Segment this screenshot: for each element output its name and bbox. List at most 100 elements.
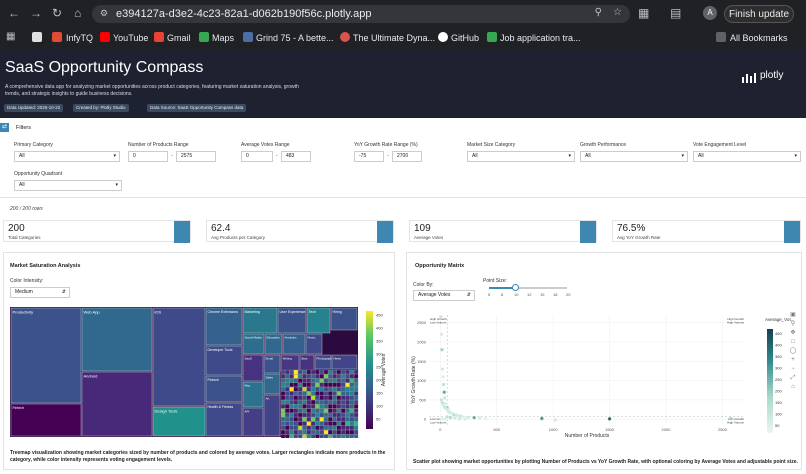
address-bar[interactable]: ⚙ e394127a-d3e2-4c23-82a1-d062b190f56c.p…: [92, 5, 630, 23]
bookmark-grind75[interactable]: Grind 75 - A bette...: [256, 33, 334, 43]
treemap-small-tile[interactable]: [280, 404, 286, 409]
treemap-small-tile[interactable]: [332, 408, 337, 413]
treemap-small-tile[interactable]: [306, 399, 311, 405]
products-max-input[interactable]: 2575: [176, 151, 216, 162]
treemap-small-tile[interactable]: [354, 382, 359, 388]
treemap-small-tile[interactable]: [332, 399, 337, 405]
treemap-small-tile[interactable]: [332, 412, 337, 418]
treemap-small-tile[interactable]: [341, 417, 346, 422]
opportunity-scatter[interactable]: 0 500 1000 1500 2000 2500 0 500 1000 1500 2000 2500…: [407, 305, 803, 440]
treemap-small-tile[interactable]: [298, 391, 303, 396]
treemap-small-tile[interactable]: [341, 395, 346, 400]
treemap-small-tile[interactable]: [332, 369, 337, 375]
treemap-small-tile[interactable]: [354, 425, 359, 431]
treemap-small-tile[interactable]: [332, 391, 337, 396]
scatter-point[interactable]: [539, 416, 544, 421]
treemap-tile[interactable]: [205, 307, 243, 346]
treemap-small-tile[interactable]: [354, 374, 359, 379]
treemap-small-tile[interactable]: [289, 430, 294, 435]
treemap-tile[interactable]: [242, 381, 264, 408]
treemap-small-tile[interactable]: [323, 382, 329, 388]
treemap-small-tile[interactable]: [336, 412, 341, 418]
treemap-small-tile[interactable]: [315, 382, 320, 388]
treemap-small-tile[interactable]: [302, 382, 307, 388]
treemap-small-tile[interactable]: [280, 430, 286, 435]
treemap-small-tile[interactable]: [349, 395, 354, 400]
treemap-small-tile[interactable]: [341, 412, 346, 418]
treemap-small-tile[interactable]: [293, 408, 298, 413]
sidebar-icon[interactable]: ▤: [670, 6, 682, 20]
treemap-tile[interactable]: [263, 394, 281, 437]
treemap-small-tile[interactable]: [280, 382, 286, 388]
treemap-small-tile[interactable]: [280, 374, 286, 379]
treemap-small-tile[interactable]: [323, 417, 329, 422]
zoom-icon[interactable]: ⚲: [790, 321, 796, 327]
treemap-small-tile[interactable]: [306, 369, 311, 375]
home-icon[interactable]: ⌂: [74, 6, 82, 20]
treemap-small-tile[interactable]: [285, 434, 290, 439]
treemap-small-tile[interactable]: [306, 378, 311, 383]
treemap-small-tile[interactable]: [302, 369, 307, 375]
treemap-small-tile[interactable]: [349, 430, 354, 435]
treemap-small-tile[interactable]: [332, 421, 337, 426]
treemap-small-tile[interactable]: [354, 434, 359, 439]
treemap-small-tile[interactable]: [349, 399, 354, 405]
treemap-small-tile[interactable]: [289, 395, 294, 400]
treemap-small-tile[interactable]: [302, 395, 307, 400]
treemap-small-tile[interactable]: [302, 434, 307, 439]
treemap-small-tile[interactable]: [336, 425, 341, 431]
finish-update-button[interactable]: Finish update: [724, 5, 794, 23]
treemap-small-tile[interactable]: [319, 417, 324, 422]
treemap-small-tile[interactable]: [323, 391, 329, 396]
treemap-small-tile[interactable]: [323, 395, 329, 400]
treemap-small-tile[interactable]: [293, 404, 298, 409]
scatter-point[interactable]: [472, 415, 477, 420]
treemap-tile[interactable]: [205, 345, 243, 376]
products-min-input[interactable]: 0: [128, 151, 168, 162]
treemap-small-tile[interactable]: [289, 399, 294, 405]
treemap-small-tile[interactable]: [354, 387, 359, 392]
primary-category-dropdown[interactable]: All ▾: [14, 151, 120, 162]
treemap-small-tile[interactable]: [289, 434, 294, 439]
treemap-small-tile[interactable]: [315, 408, 320, 413]
quadrant-dropdown[interactable]: All ▾: [14, 180, 122, 191]
treemap-small-tile[interactable]: [336, 430, 341, 435]
treemap-small-tile[interactable]: [280, 412, 286, 418]
treemap-small-tile[interactable]: [336, 404, 341, 409]
treemap-small-tile[interactable]: [319, 369, 324, 375]
treemap-small-tile[interactable]: [315, 434, 320, 439]
market-size-dropdown[interactable]: All ▾: [467, 151, 575, 162]
scatter-point[interactable]: [457, 416, 462, 421]
scatter-point[interactable]: [607, 416, 612, 421]
treemap-small-tile[interactable]: [341, 430, 346, 435]
treemap-small-tile[interactable]: [306, 425, 311, 431]
treemap-small-tile[interactable]: [293, 425, 298, 431]
treemap-small-tile[interactable]: [306, 417, 311, 422]
treemap-tile[interactable]: [152, 307, 206, 407]
treemap-small-tile[interactable]: [311, 425, 316, 431]
treemap-small-tile[interactable]: [302, 425, 307, 431]
zoom-icon[interactable]: ⚲: [594, 7, 602, 18]
treemap-tile[interactable]: [277, 307, 307, 334]
treemap-small-tile[interactable]: [280, 425, 286, 431]
treemap-small-tile[interactable]: [323, 399, 329, 405]
yoy-max-input[interactable]: 2700: [392, 151, 422, 162]
scatter-point[interactable]: [440, 347, 444, 352]
treemap-small-tile[interactable]: [349, 408, 354, 413]
treemap-small-tile[interactable]: [336, 369, 341, 375]
reset-axes-icon[interactable]: ⌂: [791, 384, 795, 390]
treemap-small-tile[interactable]: [332, 374, 337, 379]
treemap-small-tile[interactable]: [323, 408, 329, 413]
treemap-small-tile[interactable]: [285, 417, 290, 422]
treemap-small-tile[interactable]: [306, 404, 311, 409]
treemap-small-tile[interactable]: [328, 412, 333, 418]
scatter-point[interactable]: [453, 416, 457, 421]
treemap-small-tile[interactable]: [349, 412, 354, 418]
treemap-small-tile[interactable]: [332, 434, 337, 439]
treemap-tile[interactable]: [242, 333, 265, 355]
treemap-small-tile[interactable]: [319, 408, 324, 413]
treemap-small-tile[interactable]: [285, 425, 290, 431]
treemap-small-tile[interactable]: [345, 430, 350, 435]
treemap-small-tile[interactable]: [298, 408, 303, 413]
treemap-small-tile[interactable]: [345, 374, 350, 379]
